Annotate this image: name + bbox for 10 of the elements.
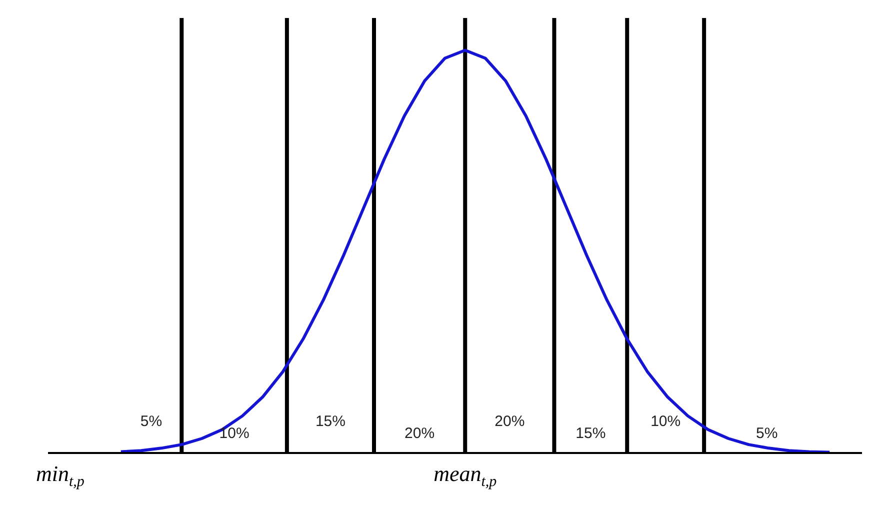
x-tick-label: min$_{t,p}$	[36, 461, 85, 490]
annotation: 20%	[404, 425, 435, 442]
annotation: 10%	[219, 425, 250, 442]
annotation: 5%	[756, 425, 778, 442]
x-tick-label: mean$_{t,p}$	[434, 461, 498, 490]
annotation: 15%	[576, 425, 606, 442]
annotation: 15%	[315, 413, 346, 430]
annotation: 20%	[494, 413, 525, 430]
annotation: 5%	[140, 413, 162, 430]
annotation: 10%	[650, 413, 681, 430]
